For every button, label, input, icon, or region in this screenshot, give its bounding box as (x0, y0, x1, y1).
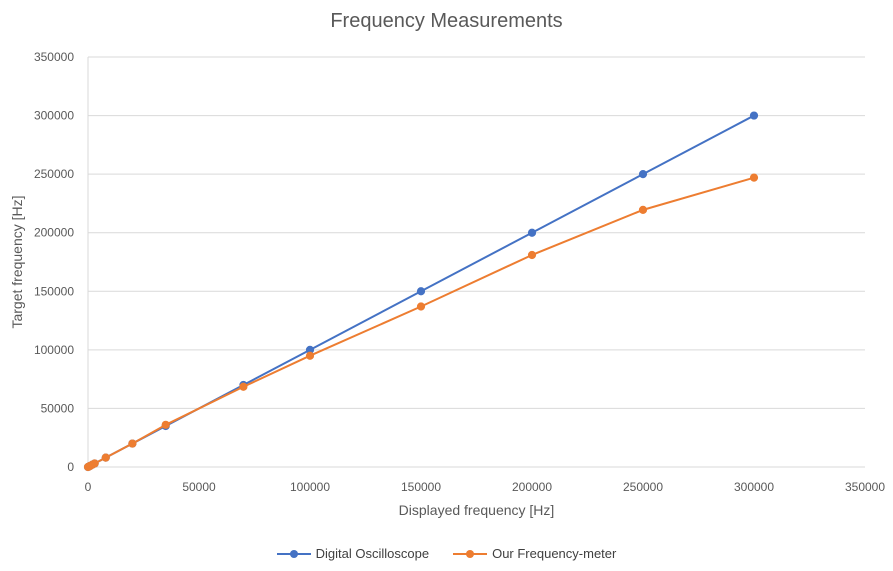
legend-label: Our Frequency-meter (492, 546, 617, 561)
legend-item[interactable]: Our Frequency-meter (453, 546, 616, 561)
data-point (416, 287, 426, 296)
legend-swatch-icon (276, 549, 311, 559)
data-point (161, 420, 170, 429)
data-point (90, 459, 99, 468)
data-point (638, 170, 648, 179)
y-tick-label: 200000 (34, 226, 74, 240)
x-tick-label: 300000 (734, 480, 774, 494)
gridlines (88, 56, 865, 409)
data-point (638, 205, 648, 214)
x-tick-label: 200000 (512, 480, 552, 494)
data-point (749, 111, 759, 120)
x-axis-title: Displayed frequency [Hz] (398, 502, 555, 518)
data-point (749, 173, 759, 182)
data-point (128, 439, 137, 448)
data-point (416, 302, 426, 311)
y-tick-label: 250000 (34, 167, 74, 181)
series-line (87, 176, 755, 468)
tick-labels: 0 50000 100000 150000 200000 250000 300000 3500… (34, 50, 885, 494)
y-tick-label: 100000 (34, 343, 74, 357)
legend-swatch-icon (453, 549, 488, 559)
legend-label: Digital Oscilloscope (315, 546, 430, 561)
y-tick-label: 50000 (41, 401, 75, 415)
x-tick-label: 100000 (290, 480, 330, 494)
legend[interactable]: Digital Oscilloscope Our Frequency-meter (0, 546, 893, 562)
data-point (527, 228, 537, 237)
y-tick-label: 0 (67, 460, 74, 474)
series-layer (83, 111, 759, 472)
data-point (527, 250, 537, 260)
legend-item[interactable]: Digital Oscilloscope (276, 546, 430, 561)
y-tick-label: 350000 (34, 50, 74, 64)
data-point (305, 351, 315, 360)
y-tick-label: 300000 (34, 109, 74, 123)
x-tick-label: 250000 (623, 480, 663, 494)
chart-title: Frequency Measurements (330, 10, 563, 32)
x-tick-label: 150000 (401, 480, 441, 494)
axes (87, 57, 865, 468)
data-point (101, 453, 110, 462)
x-tick-label: 0 (85, 480, 92, 494)
series-2 (83, 173, 759, 472)
x-tick-label: 50000 (182, 480, 216, 494)
y-axis-title: Target frequency [Hz] (9, 195, 25, 329)
x-tick-label: 350000 (845, 480, 885, 494)
data-point (239, 382, 248, 391)
y-tick-label: 150000 (34, 284, 74, 298)
